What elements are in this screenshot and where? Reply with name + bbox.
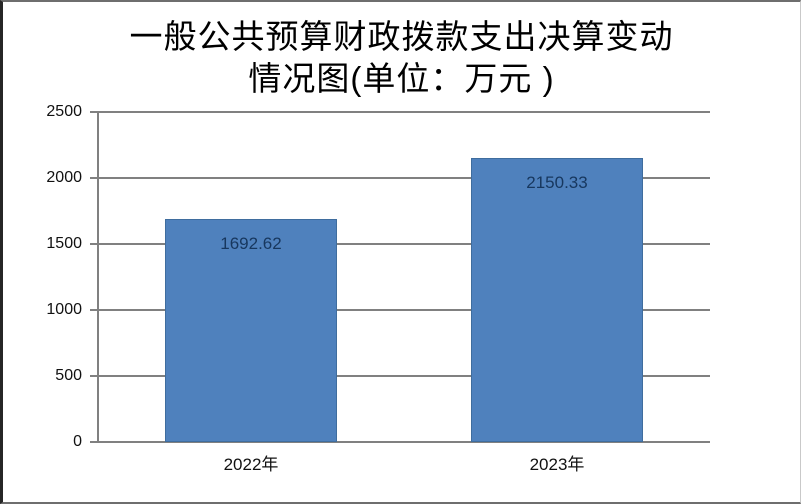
x-axis-baseline <box>98 441 710 443</box>
y-tick-label: 1500 <box>46 235 82 252</box>
y-tick-label: 1000 <box>46 301 82 318</box>
bar-2022年 <box>165 219 337 442</box>
gridline <box>98 309 710 311</box>
y-tick-label: 2500 <box>46 103 82 120</box>
y-axis-tick <box>90 375 98 377</box>
gridline <box>98 111 710 113</box>
x-axis-label: 2022年 <box>223 455 279 474</box>
y-tick-label: 0 <box>73 433 82 450</box>
gridline <box>98 243 710 245</box>
gridline <box>98 375 710 377</box>
y-axis-tick <box>90 243 98 245</box>
gridline <box>98 177 710 179</box>
y-axis-tick <box>90 309 98 311</box>
chart-title-line1: 一般公共预算财政拨款支出决算变动 <box>129 18 674 55</box>
y-axis-line <box>97 112 99 443</box>
bar-value-label: 2150.33 <box>526 173 588 192</box>
y-axis-tick <box>90 111 98 113</box>
bar-value-label: 1692.62 <box>220 234 282 253</box>
chart-title-line2: 情况图(单位：万元 ) <box>248 60 555 97</box>
y-tick-label: 2000 <box>46 169 82 186</box>
y-axis-tick <box>90 441 98 443</box>
plot-area: 0 500 1000 1500 2000 2500 1692.62 2022年 2150.33 2… <box>3 2 800 502</box>
x-axis-label: 2023年 <box>529 455 585 474</box>
bar-2023年 <box>471 158 643 442</box>
chart-title: 一般公共预算财政拨款支出决算变动 情况图(单位：万元 ) <box>3 16 800 100</box>
y-tick-label: 500 <box>55 367 82 384</box>
y-axis-tick <box>90 177 98 179</box>
